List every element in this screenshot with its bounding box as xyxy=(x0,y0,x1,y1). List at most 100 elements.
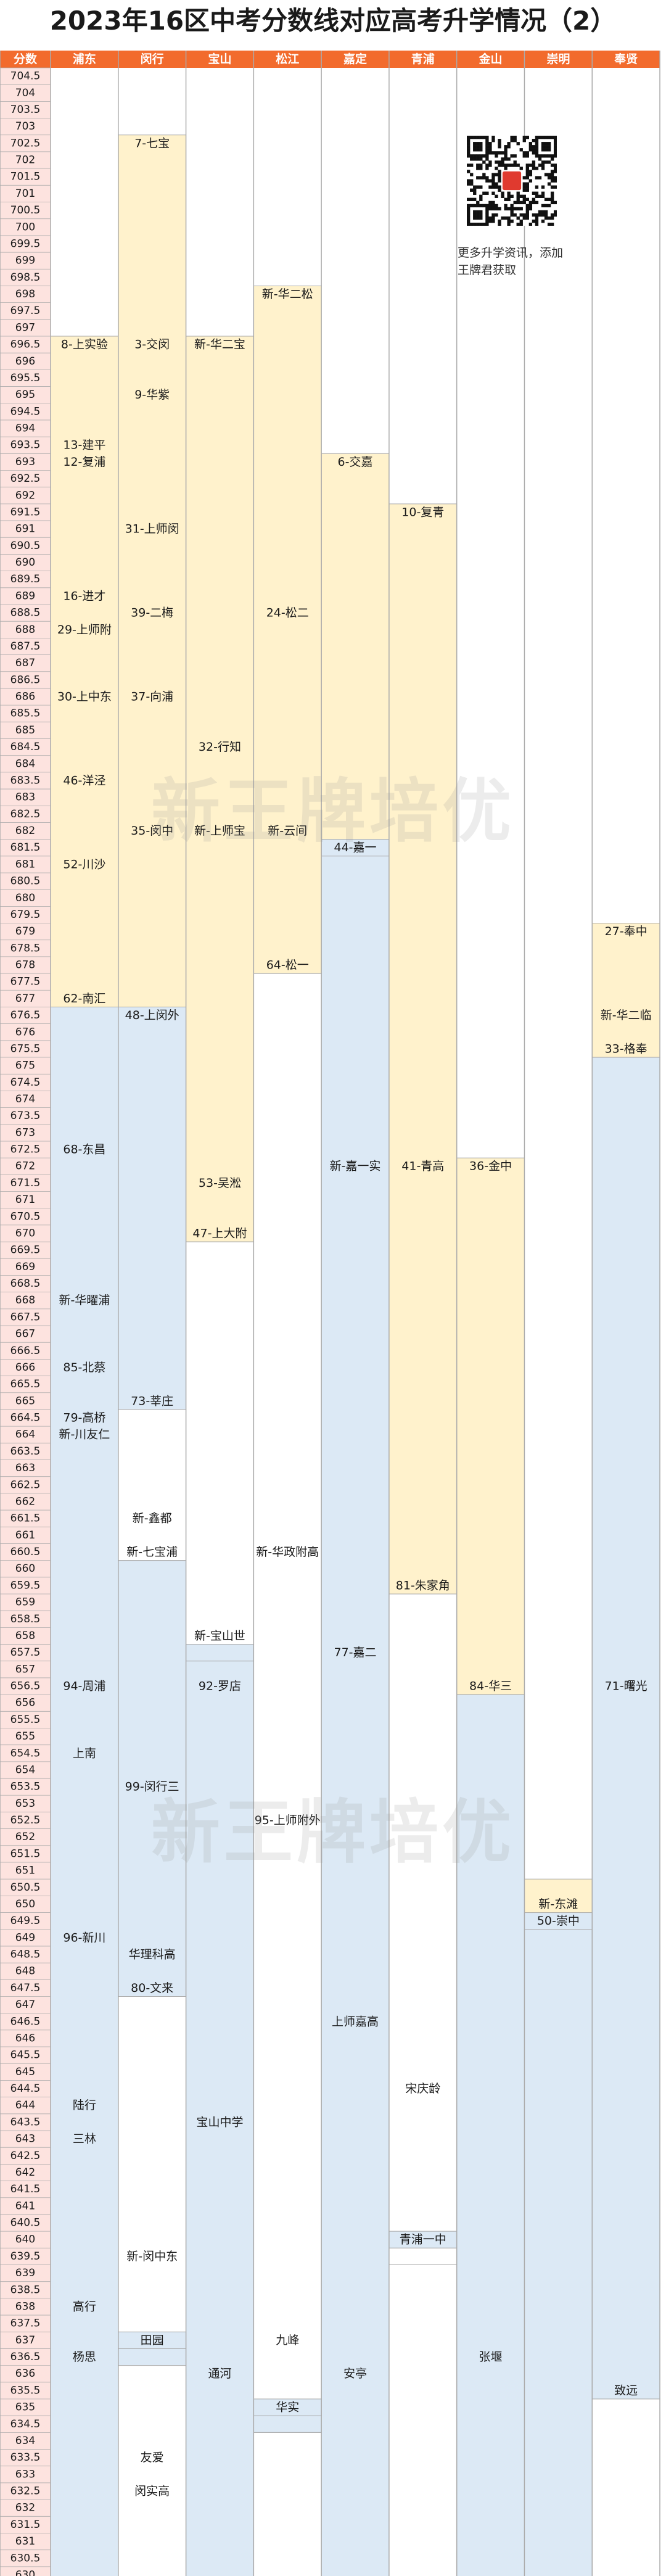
score-label: 670 xyxy=(15,1227,35,1239)
qr-caption-line1: 更多升学资讯，添加 xyxy=(458,246,564,260)
score-label: 680 xyxy=(15,892,35,904)
score-label: 698.5 xyxy=(10,271,41,284)
score-label: 704.5 xyxy=(10,70,41,83)
school-label: 80-文来 xyxy=(131,1981,173,1995)
score-label: 643 xyxy=(15,2133,35,2145)
score-label: 655 xyxy=(15,1730,35,1743)
score-label: 665.5 xyxy=(10,1378,41,1390)
score-label: 657 xyxy=(15,1663,35,1675)
score-label: 642.5 xyxy=(10,2150,41,2162)
score-label: 634.5 xyxy=(10,2418,41,2430)
score-label: 669.5 xyxy=(10,1244,41,1257)
score-band xyxy=(253,286,322,974)
score-band xyxy=(253,973,322,2416)
school-label: 52-川沙 xyxy=(63,857,105,871)
score-label: 650.5 xyxy=(10,1881,41,1894)
school-label: 新-华曜浦 xyxy=(59,1294,110,1307)
score-band xyxy=(253,2432,322,2576)
score-band xyxy=(321,839,389,2576)
school-label: 杨思 xyxy=(73,2350,96,2364)
score-label: 675 xyxy=(15,1060,35,1072)
school-label: 6-交嘉 xyxy=(338,455,373,469)
qr-caption: 更多升学资讯，添加 王牌君获取 xyxy=(458,244,581,279)
score-label: 686.5 xyxy=(10,674,41,686)
score-band xyxy=(592,1057,660,2399)
school-label: 宝山中学 xyxy=(196,2115,243,2129)
school-label: 84-华三 xyxy=(469,1680,512,1693)
school-label: 92-罗店 xyxy=(199,1680,241,1693)
score-label: 699 xyxy=(15,255,35,267)
district-header: 闵行 xyxy=(141,52,164,66)
school-label: 新-云间 xyxy=(268,824,307,838)
score-label: 700.5 xyxy=(10,204,41,217)
score-label: 703 xyxy=(15,120,35,133)
score-label: 659.5 xyxy=(10,1579,41,1591)
score-label: 649 xyxy=(15,1931,35,1944)
score-label: 691.5 xyxy=(10,506,41,518)
score-label: 660 xyxy=(15,1563,35,1575)
band-border xyxy=(591,2398,660,2576)
score-label: 658.5 xyxy=(10,1613,41,1625)
score-label: 680.5 xyxy=(10,875,41,888)
score-label: 634 xyxy=(15,2435,35,2447)
score-label: 688 xyxy=(15,624,35,636)
score-label: 663.5 xyxy=(10,1445,41,1458)
score-label: 651.5 xyxy=(10,1847,41,1860)
score-label: 674 xyxy=(15,1093,35,1105)
score-label: 697 xyxy=(15,321,35,334)
score-label: 694.5 xyxy=(10,405,41,418)
score-label: 690.5 xyxy=(10,540,41,552)
score-band xyxy=(186,1644,254,2576)
score-label: 646 xyxy=(15,2032,35,2044)
score-band xyxy=(456,1695,525,2576)
score-label: 644.5 xyxy=(10,2083,41,2095)
score-header: 分数 xyxy=(14,52,38,66)
school-label: 10-复青 xyxy=(401,505,444,519)
school-label: 新-东滩 xyxy=(538,1897,578,1911)
score-label: 662 xyxy=(15,1495,35,1508)
school-label: 陆行 xyxy=(73,2099,96,2112)
score-label: 656 xyxy=(15,1697,35,1709)
school-label: 上师嘉高 xyxy=(332,2015,379,2028)
score-label: 677 xyxy=(15,993,35,1005)
score-column xyxy=(0,68,51,2576)
school-label: 47-上大附 xyxy=(192,1226,247,1240)
score-label: 660.5 xyxy=(10,1546,41,1558)
school-label: 30-上中东 xyxy=(57,690,112,704)
score-label: 661.5 xyxy=(10,1513,41,1525)
score-label: 633.5 xyxy=(10,2451,41,2464)
school-label: 64-松一 xyxy=(266,959,309,972)
score-label: 640 xyxy=(15,2234,35,2246)
school-label: 新-川友仁 xyxy=(59,1428,110,1442)
score-label: 674.5 xyxy=(10,1076,41,1089)
score-band xyxy=(186,336,254,1242)
score-label: 681 xyxy=(15,858,35,870)
score-band xyxy=(456,1158,525,1695)
score-label: 686 xyxy=(15,691,35,703)
score-label: 654 xyxy=(15,1764,35,1776)
score-label: 651 xyxy=(15,1865,35,1877)
score-label: 648 xyxy=(15,1965,35,1978)
score-label: 658 xyxy=(15,1630,35,1642)
score-label: 697.5 xyxy=(10,305,41,317)
district-header: 金山 xyxy=(479,52,503,66)
score-label: 694 xyxy=(15,423,35,435)
score-label: 668.5 xyxy=(10,1278,41,1290)
score-label: 673.5 xyxy=(10,1110,41,1122)
score-label: 683.5 xyxy=(10,774,41,786)
score-band xyxy=(321,453,389,856)
school-label: 62-南汇 xyxy=(63,992,105,1005)
score-label: 650 xyxy=(15,1898,35,1910)
score-label: 638.5 xyxy=(10,2284,41,2296)
score-label: 704 xyxy=(15,87,35,99)
school-label: 上南 xyxy=(73,1746,96,1760)
score-label: 692.5 xyxy=(10,473,41,485)
score-label: 664 xyxy=(15,1429,35,1441)
school-label: 新-华二松 xyxy=(262,287,313,301)
score-label: 684.5 xyxy=(10,741,41,753)
score-band xyxy=(118,2365,186,2576)
score-label: 641.5 xyxy=(10,2183,41,2195)
score-band xyxy=(118,1409,186,1561)
score-label: 688.5 xyxy=(10,607,41,619)
